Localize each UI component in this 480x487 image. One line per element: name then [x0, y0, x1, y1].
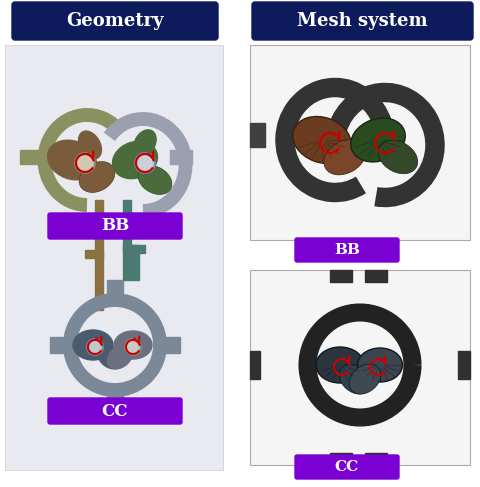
Bar — [131, 245, 139, 280]
Circle shape — [135, 153, 155, 173]
FancyBboxPatch shape — [12, 2, 217, 40]
Circle shape — [87, 339, 103, 355]
Bar — [123, 245, 144, 253]
Ellipse shape — [357, 348, 402, 382]
FancyBboxPatch shape — [48, 398, 181, 424]
Text: BB: BB — [101, 218, 129, 235]
Circle shape — [125, 339, 141, 355]
Bar — [250, 123, 264, 147]
Ellipse shape — [338, 364, 370, 394]
Ellipse shape — [114, 331, 152, 359]
FancyBboxPatch shape — [5, 45, 223, 470]
Bar — [107, 280, 123, 300]
Text: CC: CC — [102, 402, 128, 419]
Bar — [250, 351, 260, 379]
Ellipse shape — [323, 139, 365, 175]
Text: BB: BB — [333, 243, 359, 257]
Ellipse shape — [133, 130, 156, 156]
Ellipse shape — [78, 131, 101, 159]
Ellipse shape — [48, 140, 96, 180]
FancyBboxPatch shape — [294, 238, 398, 262]
Text: Mesh system: Mesh system — [297, 12, 427, 30]
Ellipse shape — [97, 345, 122, 369]
Bar — [160, 337, 180, 353]
FancyBboxPatch shape — [250, 45, 469, 240]
Ellipse shape — [378, 140, 417, 174]
Ellipse shape — [292, 116, 350, 164]
Ellipse shape — [79, 162, 115, 192]
Bar — [329, 270, 351, 282]
Bar — [364, 270, 386, 282]
Bar — [50, 337, 70, 353]
FancyBboxPatch shape — [294, 455, 398, 479]
Text: CC: CC — [334, 460, 359, 474]
Bar — [364, 453, 386, 465]
Bar — [123, 200, 131, 280]
Bar — [85, 250, 103, 258]
FancyBboxPatch shape — [252, 2, 472, 40]
FancyBboxPatch shape — [48, 213, 181, 239]
Bar — [107, 390, 123, 410]
FancyBboxPatch shape — [169, 150, 192, 164]
Ellipse shape — [112, 141, 157, 179]
Bar — [95, 200, 103, 310]
Ellipse shape — [107, 345, 132, 369]
Ellipse shape — [138, 166, 171, 194]
Ellipse shape — [348, 364, 380, 394]
Ellipse shape — [350, 118, 405, 162]
Ellipse shape — [315, 347, 363, 383]
Text: Geometry: Geometry — [66, 12, 164, 30]
Circle shape — [75, 153, 95, 173]
Ellipse shape — [73, 330, 113, 360]
FancyBboxPatch shape — [250, 270, 469, 465]
FancyBboxPatch shape — [20, 150, 42, 164]
Bar — [457, 351, 469, 379]
Bar — [329, 453, 351, 465]
